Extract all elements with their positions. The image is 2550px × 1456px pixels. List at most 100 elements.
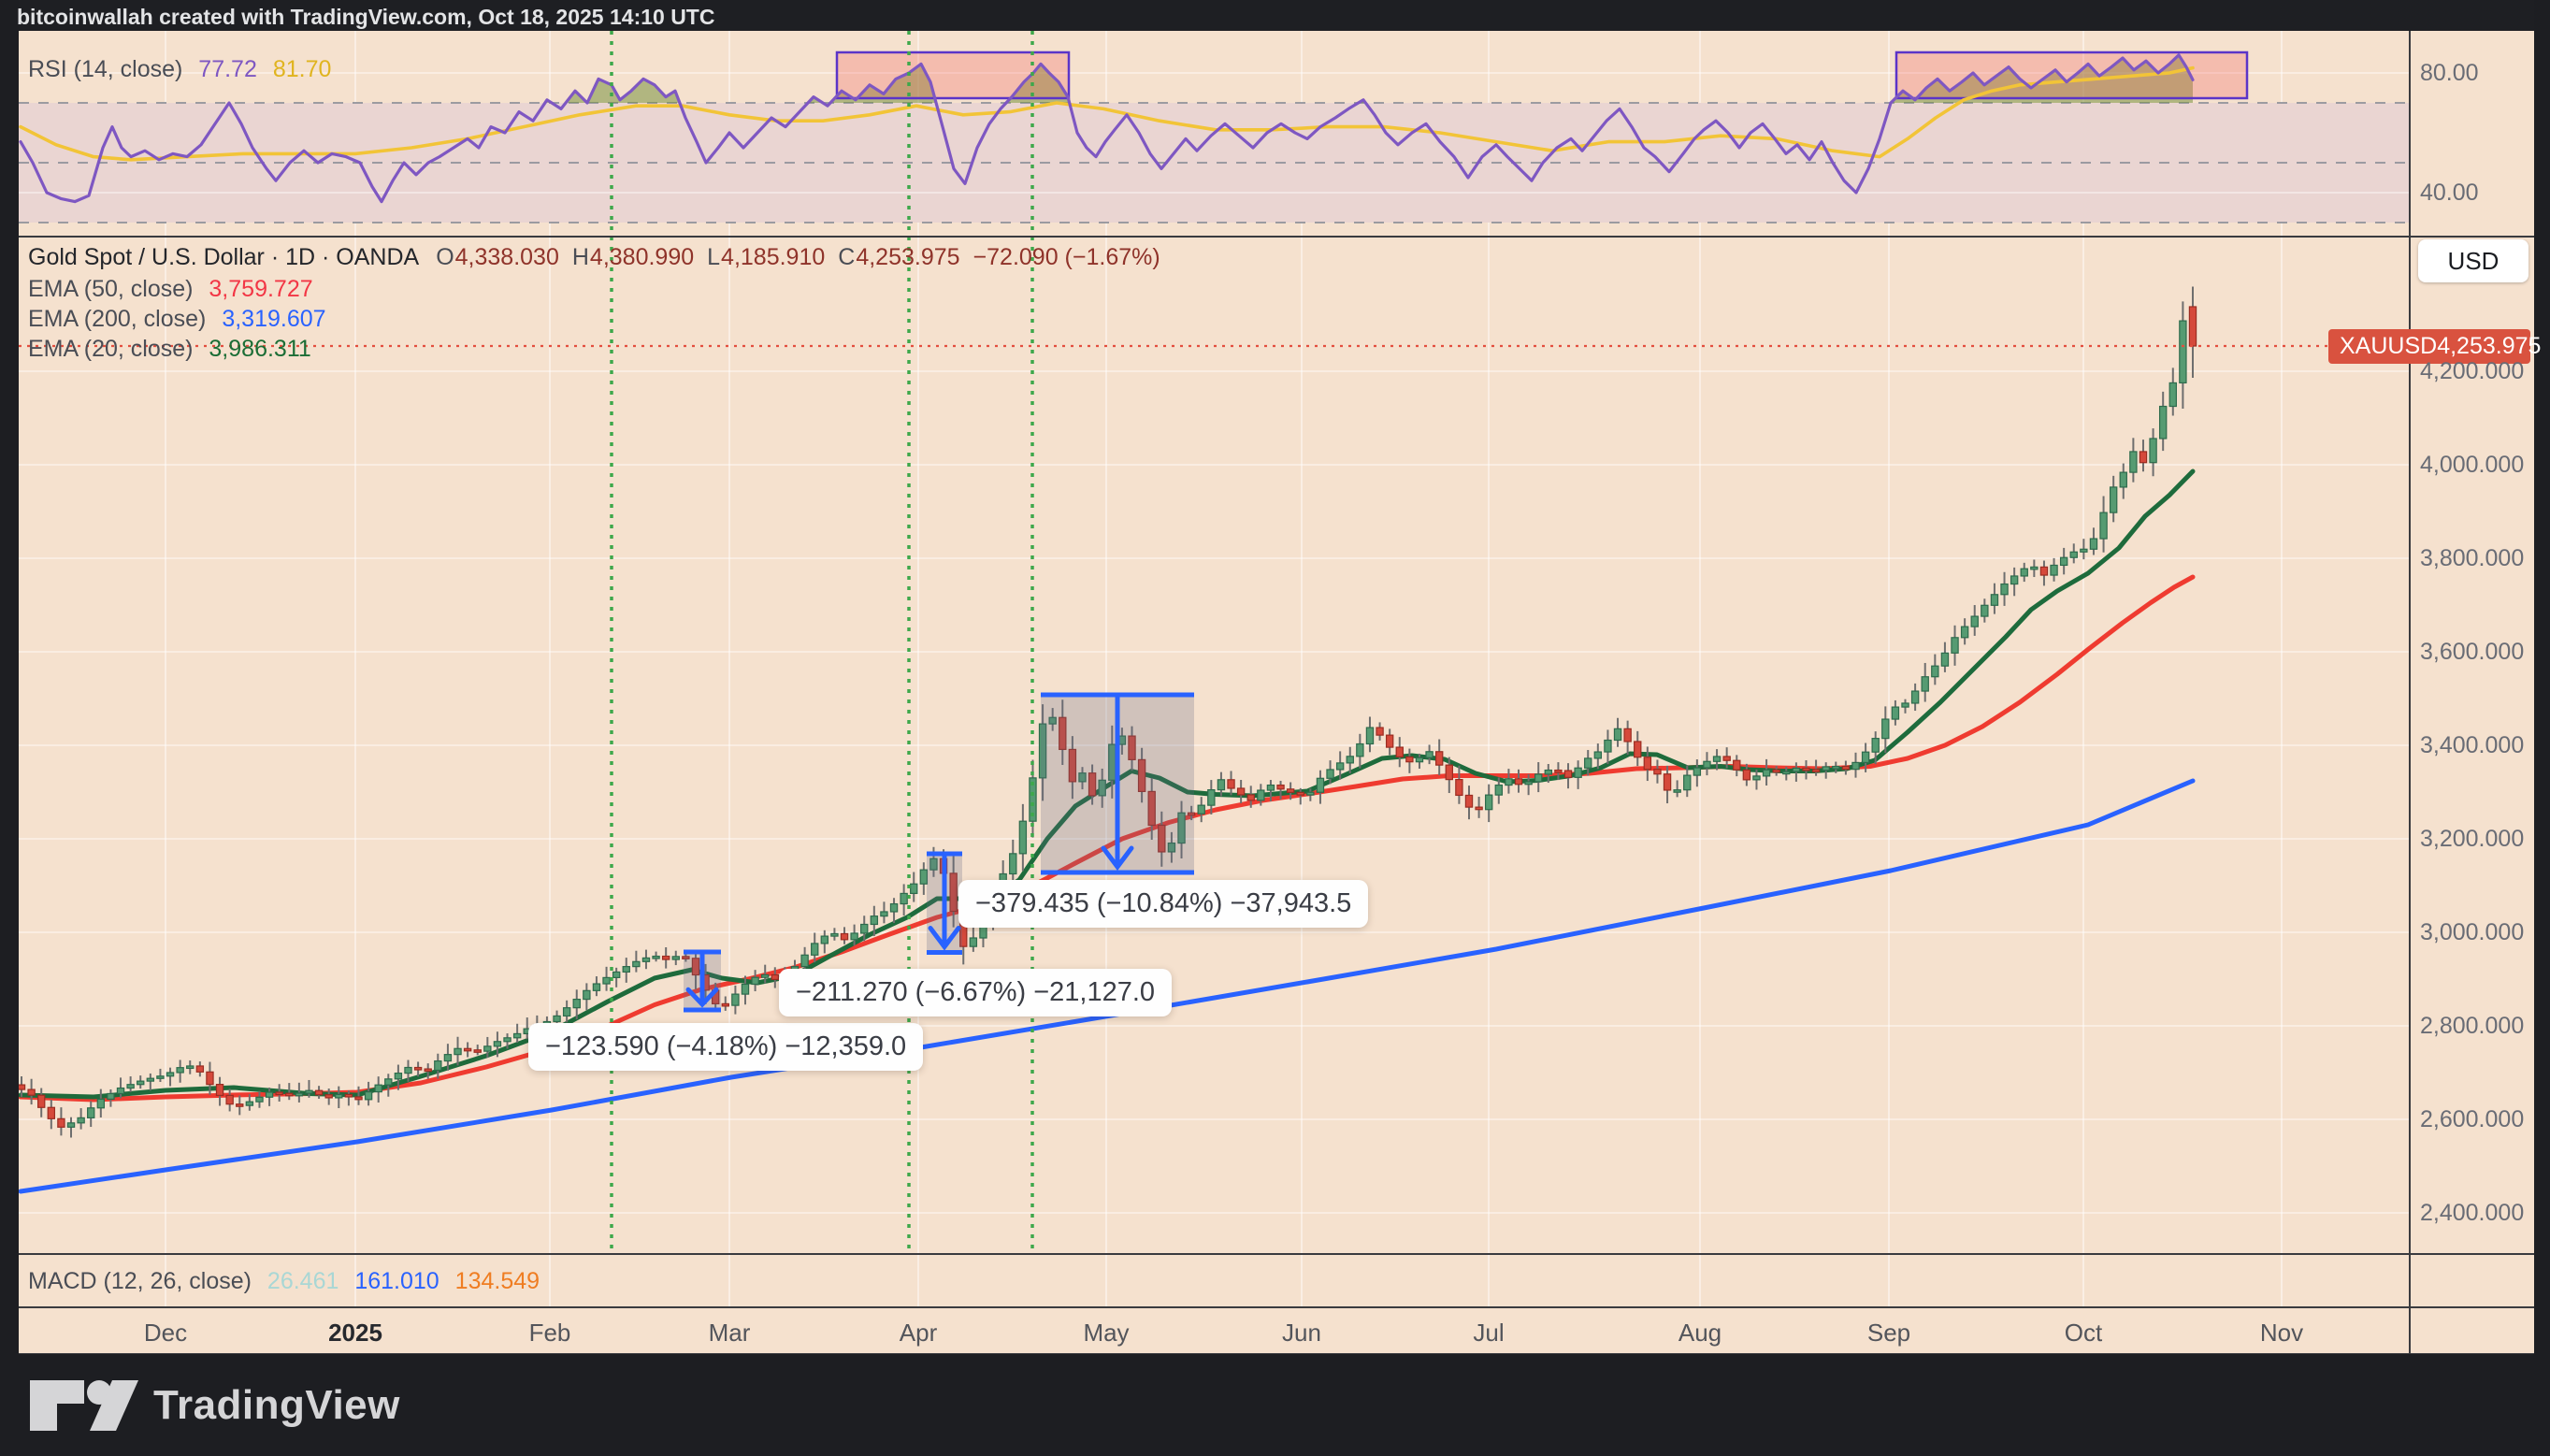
candle-down xyxy=(691,958,700,976)
symbol-legend[interactable]: Gold Spot / U.S. Dollar · 1D · OANDA O4,3… xyxy=(28,244,1170,271)
time-axis-label[interactable]: Jun xyxy=(1282,1319,1321,1347)
candle-up xyxy=(1584,757,1592,769)
right-margin xyxy=(2534,0,2550,1456)
candle-down xyxy=(1137,758,1146,793)
candle-up xyxy=(483,1045,492,1052)
candle-down xyxy=(17,1084,26,1090)
candle-down xyxy=(1841,765,1851,771)
candle-up xyxy=(512,1032,522,1039)
candle-up xyxy=(394,1073,403,1080)
ema50-legend[interactable]: EMA (50, close) 3,759.727 xyxy=(28,276,323,303)
candle-down xyxy=(1653,769,1662,775)
rsi-legend[interactable]: RSI (14, close) 77.72 81.70 xyxy=(28,56,340,83)
currency-toggle-button[interactable]: USD xyxy=(2418,239,2528,282)
rsi-axis-label-40: 40.00 xyxy=(2420,180,2479,206)
snapshot-title: bitcoinwallah created with TradingView.c… xyxy=(17,5,715,29)
time-axis-label[interactable]: Dec xyxy=(143,1319,188,1347)
candle-down xyxy=(1563,770,1573,778)
candle-up xyxy=(900,892,908,905)
time-axis-label[interactable]: Sep xyxy=(1866,1319,1911,1347)
candle-up xyxy=(671,956,680,960)
candle-up xyxy=(880,911,888,917)
candle-down xyxy=(1088,772,1097,797)
candle-down xyxy=(37,1094,46,1108)
candle-up xyxy=(166,1072,175,1077)
candle-down xyxy=(1623,728,1632,742)
low-value: 4,185.910 xyxy=(721,244,826,270)
price-range-tool[interactable] xyxy=(684,949,721,1013)
rsi-line xyxy=(19,53,2195,204)
candle-down xyxy=(1514,778,1523,786)
candle-up xyxy=(384,1078,393,1086)
candle-down xyxy=(1236,787,1246,796)
candle-up xyxy=(1425,751,1433,758)
candle-up xyxy=(265,1091,274,1098)
candle-up xyxy=(2080,548,2088,553)
candle-up xyxy=(929,858,938,871)
price-axis-label: 3,200.000 xyxy=(2420,826,2525,852)
measure-label-may-drop[interactable]: −379.435 (−10.84%) −37,943.5 xyxy=(958,880,1369,928)
time-axis-label[interactable]: Jul xyxy=(1473,1319,1505,1347)
tradingview-logo[interactable]: TradingView xyxy=(28,1378,400,1433)
candle-down xyxy=(1733,759,1741,771)
candle-down xyxy=(1276,784,1285,790)
candle-up xyxy=(562,1007,571,1017)
price-range-arrowhead xyxy=(928,926,961,951)
time-axis-label[interactable]: Apr xyxy=(899,1319,938,1347)
candle-down xyxy=(661,955,670,960)
time-axis-label[interactable]: Oct xyxy=(2064,1319,2103,1347)
price-range-tool[interactable] xyxy=(1041,692,1194,875)
close-label: C xyxy=(838,244,856,270)
ema20-label: EMA (20, close) xyxy=(28,336,194,362)
time-axis-label[interactable]: Nov xyxy=(2259,1319,2304,1347)
candle-up xyxy=(652,955,660,959)
measure-label-apr-drop[interactable]: −211.270 (−6.67%) −21,127.0 xyxy=(779,969,1173,1016)
macd-legend[interactable]: MACD (12, 26, close) 26.461 161.010 134.… xyxy=(28,1268,549,1295)
ema200-legend[interactable]: EMA (200, close) 3,319.607 xyxy=(28,306,336,333)
rsi-legend-title: RSI (14, close) xyxy=(28,56,183,82)
candle-down xyxy=(47,1106,56,1119)
candle-up xyxy=(374,1084,382,1093)
time-axis-label[interactable]: 2025 xyxy=(328,1319,382,1347)
price-axis-label: 4,000.000 xyxy=(2420,452,2525,478)
candle-down xyxy=(473,1049,482,1053)
ema20-legend[interactable]: EMA (20, close) 3,986.311 xyxy=(28,336,321,363)
symbol-title: Gold Spot / U.S. Dollar · 1D · OANDA xyxy=(28,244,420,270)
price-range-tool[interactable] xyxy=(927,851,962,955)
candle-up xyxy=(583,989,591,1001)
candle-up xyxy=(1981,604,1989,617)
time-axis-label[interactable]: Aug xyxy=(1678,1319,1722,1347)
candle-down xyxy=(771,973,780,981)
candle-up xyxy=(1415,757,1424,763)
candle-up xyxy=(66,1122,76,1128)
price-axis-label: 2,400.000 xyxy=(2420,1200,2525,1226)
candle-up xyxy=(622,966,630,973)
candle-up xyxy=(454,1047,462,1056)
time-axis-label[interactable]: Mar xyxy=(708,1319,751,1347)
candle-up xyxy=(1534,773,1543,783)
candle-up xyxy=(1951,637,1959,654)
candle-down xyxy=(721,1002,729,1007)
candle-up xyxy=(1921,676,1929,692)
candle-up xyxy=(245,1101,254,1106)
time-axis-label[interactable]: Feb xyxy=(528,1319,571,1347)
rsi-overbought-box[interactable] xyxy=(1894,50,2249,100)
price-axis-label: 3,000.000 xyxy=(2420,919,2525,945)
candle-up xyxy=(1524,781,1533,786)
time-axis-label[interactable]: May xyxy=(1083,1319,1130,1347)
candle-down xyxy=(1445,764,1453,781)
candle-up xyxy=(1217,779,1226,791)
candle-up xyxy=(1762,769,1771,777)
ema20-value: 3,986.311 xyxy=(209,336,311,362)
candle-down xyxy=(354,1096,363,1101)
rsi-overbought-box[interactable] xyxy=(835,50,1071,100)
candle-down xyxy=(1246,794,1255,801)
measure-label-feb-drop[interactable]: −123.590 (−4.18%) −12,359.0 xyxy=(528,1023,924,1071)
price-axis-label: 3,400.000 xyxy=(2420,732,2525,758)
macd-signal-value: 134.549 xyxy=(454,1268,540,1294)
candle-down xyxy=(2039,566,2049,576)
candle-down xyxy=(215,1084,224,1097)
low-label: L xyxy=(707,244,721,270)
